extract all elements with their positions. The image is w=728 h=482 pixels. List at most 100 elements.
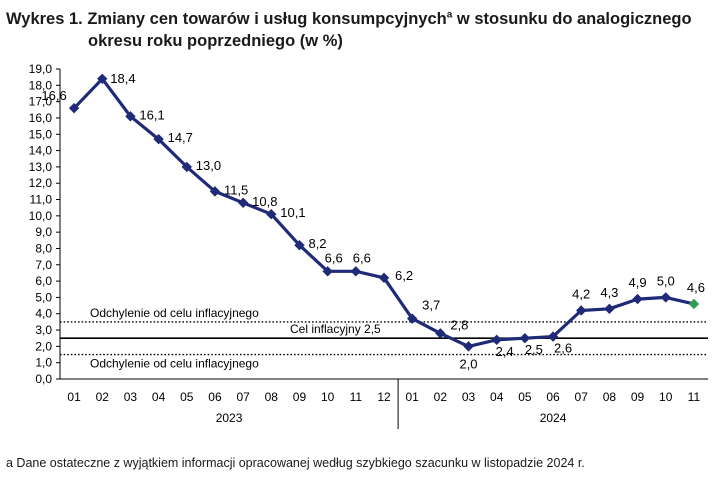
data-label: 2,5 <box>525 342 543 357</box>
y-tick-label: 10,0 <box>29 209 53 223</box>
data-point <box>660 292 671 303</box>
x-tick-label: 11 <box>688 390 701 404</box>
x-tick-label: 08 <box>265 390 279 404</box>
data-point <box>576 305 587 316</box>
data-label: 5,0 <box>657 273 675 288</box>
y-tick-label: 9,0 <box>35 225 52 239</box>
title-line-1: Wykres 1. Zmiany cen towarów i usług kon… <box>6 9 692 28</box>
data-point <box>688 298 700 310</box>
data-point <box>463 341 474 352</box>
x-tick-label: 03 <box>124 390 138 404</box>
deviation-label: Odchylenie od celu inflacyjnego <box>90 306 259 320</box>
data-label: 4,2 <box>572 286 590 301</box>
x-tick-label: 03 <box>462 390 476 404</box>
data-point <box>491 334 502 346</box>
y-tick-label: 14,0 <box>29 144 53 158</box>
data-point <box>435 328 446 339</box>
data-point <box>125 111 136 122</box>
data-point <box>266 209 277 220</box>
x-tick-label: 10 <box>321 390 335 404</box>
cpi-line-chart: 0,0 1,0 2,0 3,0 4,0 5,0 6,0 7,0 8,0 9,0 10,0 11,0 12… <box>29 62 708 429</box>
x-tick-label: 04 <box>152 390 166 404</box>
y-tick-label: 1,0 <box>35 356 52 370</box>
data-point <box>294 240 305 251</box>
data-point <box>181 161 192 173</box>
data-label: 2,0 <box>459 356 477 371</box>
year-label: 2024 <box>540 411 567 425</box>
y-tick-label: 0,0 <box>35 372 52 386</box>
footnote: a Dane ostateczne z wyjątkiem informacji… <box>6 456 585 470</box>
x-tick-label: 09 <box>631 390 645 404</box>
y-tick-label: 3,0 <box>35 323 52 337</box>
data-point <box>153 133 164 145</box>
y-tick-label: 4,0 <box>35 307 52 321</box>
title-superscript: a <box>446 9 453 20</box>
x-tick-label: 09 <box>293 390 307 404</box>
data-label: 11,5 <box>224 182 248 197</box>
data-label: 8,2 <box>308 236 326 251</box>
data-point <box>632 293 643 305</box>
data-point <box>209 186 221 197</box>
data-label: 10,8 <box>252 194 277 209</box>
data-label: 6,6 <box>353 250 371 265</box>
data-label: 4,3 <box>600 285 618 300</box>
data-point <box>97 73 108 84</box>
y-tick-label: 6,0 <box>35 274 52 288</box>
data-label: 2,4 <box>496 344 514 359</box>
chart-title: Wykres 1. Zmiany cen towarów i usług kon… <box>6 4 724 52</box>
y-tick-label: 7,0 <box>35 258 52 272</box>
data-label: 10,1 <box>280 205 305 220</box>
year-label: 2023 <box>216 411 243 425</box>
x-tick-label: 11 <box>350 390 363 404</box>
y-tick-label: 18,0 <box>29 78 53 92</box>
data-label: 3,7 <box>422 298 440 313</box>
inflation-target-label: Cel inflacyjny 2,5 <box>290 322 381 336</box>
data-point <box>68 102 80 114</box>
data-point <box>237 197 249 208</box>
data-point <box>604 303 615 315</box>
data-label: 16,6 <box>41 88 66 103</box>
x-tick-label: 06 <box>208 390 222 404</box>
title-line-2: okresu roku poprzedniego (w %) <box>88 31 343 50</box>
data-label: 18,4 <box>110 71 135 86</box>
data-point <box>378 272 390 284</box>
y-tick-label: 12,0 <box>29 176 53 190</box>
data-label: 4,9 <box>629 275 647 290</box>
data-point <box>350 266 362 277</box>
y-tick-label: 19,0 <box>29 62 53 76</box>
data-label: 13,0 <box>196 158 221 173</box>
y-tick-label: 15,0 <box>29 127 53 141</box>
y-tick-label: 2,0 <box>35 339 52 353</box>
y-tick-label: 5,0 <box>35 290 52 304</box>
data-point <box>322 266 333 277</box>
x-tick-label: 06 <box>546 390 560 404</box>
x-tick-label: 07 <box>236 390 250 404</box>
x-tick-label: 05 <box>518 390 532 404</box>
deviation-label: Odchylenie od celu inflacyjnego <box>90 357 259 371</box>
data-label: 16,1 <box>139 107 164 122</box>
y-tick-label: 11,0 <box>30 193 53 207</box>
data-label: 2,8 <box>450 317 468 332</box>
x-tick-label: 12 <box>377 390 391 404</box>
data-label: 14,7 <box>168 130 193 145</box>
x-tick-label: 01 <box>67 390 81 404</box>
x-tick-label: 02 <box>434 390 448 404</box>
x-tick-label: 08 <box>603 390 617 404</box>
y-tick-label: 13,0 <box>29 160 53 174</box>
data-point <box>547 331 559 342</box>
x-tick-label: 07 <box>575 390 589 404</box>
data-label: 6,2 <box>395 268 413 283</box>
data-label: 2,6 <box>554 341 572 356</box>
x-tick-label: 10 <box>659 390 673 404</box>
y-tick-label: 8,0 <box>35 241 52 255</box>
x-tick-label: 05 <box>180 390 194 404</box>
y-tick-label: 17,0 <box>29 95 53 109</box>
x-tick-label: 04 <box>490 390 504 404</box>
data-point <box>519 333 531 344</box>
x-tick-label: 01 <box>405 390 419 404</box>
data-point <box>406 313 418 324</box>
x-tick-label: 02 <box>96 390 110 404</box>
data-label: 6,6 <box>325 250 343 265</box>
y-tick-label: 16,0 <box>29 111 53 125</box>
data-label: 4,6 <box>687 280 705 295</box>
